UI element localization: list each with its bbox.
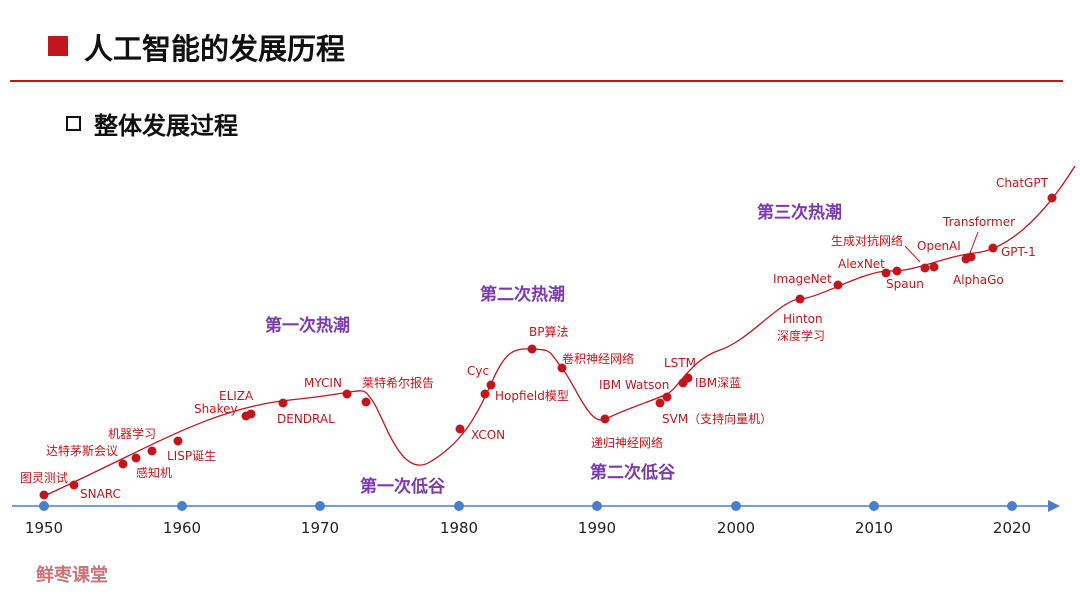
event-dot bbox=[39, 490, 49, 500]
event-dot bbox=[655, 398, 665, 408]
event-dot bbox=[147, 446, 157, 456]
event-label: AlexNet bbox=[838, 257, 885, 271]
axis-arrow-icon bbox=[1048, 500, 1060, 512]
event-label: Shakey bbox=[194, 402, 238, 416]
event-dot bbox=[131, 453, 141, 463]
event-dot bbox=[662, 392, 672, 402]
year-tick bbox=[454, 501, 464, 511]
section-subtitle: 整体发展过程 bbox=[94, 112, 238, 140]
event-label: Hopfield模型 bbox=[495, 389, 569, 403]
year-label: 2000 bbox=[717, 519, 755, 537]
event-label: ChatGPT bbox=[996, 176, 1049, 190]
event-dot bbox=[342, 389, 352, 399]
event-label: 图灵测试 bbox=[20, 470, 68, 485]
event-label: MYCIN bbox=[304, 376, 342, 390]
event-dot bbox=[881, 268, 891, 278]
event-label: LSTM bbox=[664, 356, 696, 370]
event-dot bbox=[118, 459, 128, 469]
event-label: OpenAI bbox=[917, 239, 961, 253]
title-square-icon bbox=[48, 36, 68, 56]
event-dot bbox=[988, 243, 998, 253]
event-label: SVM（支持向量机） bbox=[662, 411, 772, 426]
event-dot bbox=[600, 414, 610, 424]
event-label: IBM深蓝 bbox=[695, 376, 741, 390]
year-tick bbox=[869, 501, 879, 511]
event-dot bbox=[1047, 193, 1057, 203]
connector-line bbox=[969, 231, 979, 254]
year-label: 1980 bbox=[440, 519, 478, 537]
event-dot bbox=[361, 397, 371, 407]
event-dot bbox=[173, 436, 183, 446]
event-label: Transformer bbox=[942, 215, 1015, 229]
event-dot bbox=[527, 344, 537, 354]
event-dot bbox=[683, 373, 693, 383]
event-dot bbox=[455, 424, 465, 434]
year-tick bbox=[177, 501, 187, 511]
year-tick bbox=[592, 501, 602, 511]
phase-label: 第二次热潮 bbox=[480, 284, 565, 305]
year-label: 1950 bbox=[25, 519, 63, 537]
title-divider bbox=[10, 80, 1063, 82]
event-label: 莱特希尔报告 bbox=[362, 375, 434, 390]
event-label: 达特茅斯会议 bbox=[46, 443, 118, 458]
year-label: 1960 bbox=[163, 519, 201, 537]
year-label: 2020 bbox=[993, 519, 1031, 537]
subtitle-bullet-icon bbox=[66, 116, 81, 131]
year-label: 2010 bbox=[855, 519, 893, 537]
phase-label: 第一次热潮 bbox=[265, 315, 350, 336]
event-label: ImageNet bbox=[773, 272, 832, 286]
event-label: 卷积神经网络 bbox=[562, 351, 634, 366]
page-title: 人工智能的发展历程 bbox=[84, 32, 346, 66]
event-dot bbox=[557, 363, 567, 373]
event-label: Cyc bbox=[467, 364, 489, 378]
event-dot bbox=[278, 398, 288, 408]
event-label: AlphaGo bbox=[953, 273, 1004, 287]
event-label: Spaun bbox=[886, 277, 924, 291]
year-tick bbox=[39, 501, 49, 511]
event-dot bbox=[920, 263, 930, 273]
event-dot bbox=[486, 380, 496, 390]
event-label: 感知机 bbox=[136, 465, 172, 480]
event-label: 递归神经网络 bbox=[591, 435, 663, 450]
event-label: IBM Watson bbox=[599, 378, 669, 392]
event-label: 深度学习 bbox=[777, 328, 825, 343]
event-dot bbox=[966, 252, 976, 262]
connector-line bbox=[904, 245, 921, 263]
year-label: 1990 bbox=[578, 519, 616, 537]
footer-brand: 鲜枣课堂 bbox=[36, 565, 108, 586]
phase-label: 第一次低谷 bbox=[360, 476, 446, 497]
event-dot bbox=[69, 480, 79, 490]
event-label: XCON bbox=[471, 428, 505, 442]
event-dot bbox=[929, 262, 939, 272]
event-dot bbox=[833, 280, 843, 290]
year-tick bbox=[315, 501, 325, 511]
event-label: BP算法 bbox=[529, 324, 568, 339]
event-dot bbox=[246, 409, 256, 419]
phase-label: 第二次低谷 bbox=[590, 462, 676, 483]
event-label: 机器学习 bbox=[108, 426, 156, 441]
event-label: Hinton bbox=[783, 312, 823, 326]
year-tick bbox=[1007, 501, 1017, 511]
event-label: ELIZA bbox=[219, 389, 254, 403]
event-label: 生成对抗网络 bbox=[831, 233, 903, 248]
event-label: LISP诞生 bbox=[167, 449, 216, 463]
phase-label: 第三次热潮 bbox=[757, 202, 842, 223]
event-label: GPT-1 bbox=[1001, 245, 1036, 259]
event-label: SNARC bbox=[80, 487, 121, 501]
event-dot bbox=[795, 294, 805, 304]
event-label: DENDRAL bbox=[277, 412, 335, 426]
event-dot bbox=[892, 266, 902, 276]
year-tick bbox=[731, 501, 741, 511]
year-label: 1970 bbox=[301, 519, 339, 537]
event-dot bbox=[480, 389, 490, 399]
